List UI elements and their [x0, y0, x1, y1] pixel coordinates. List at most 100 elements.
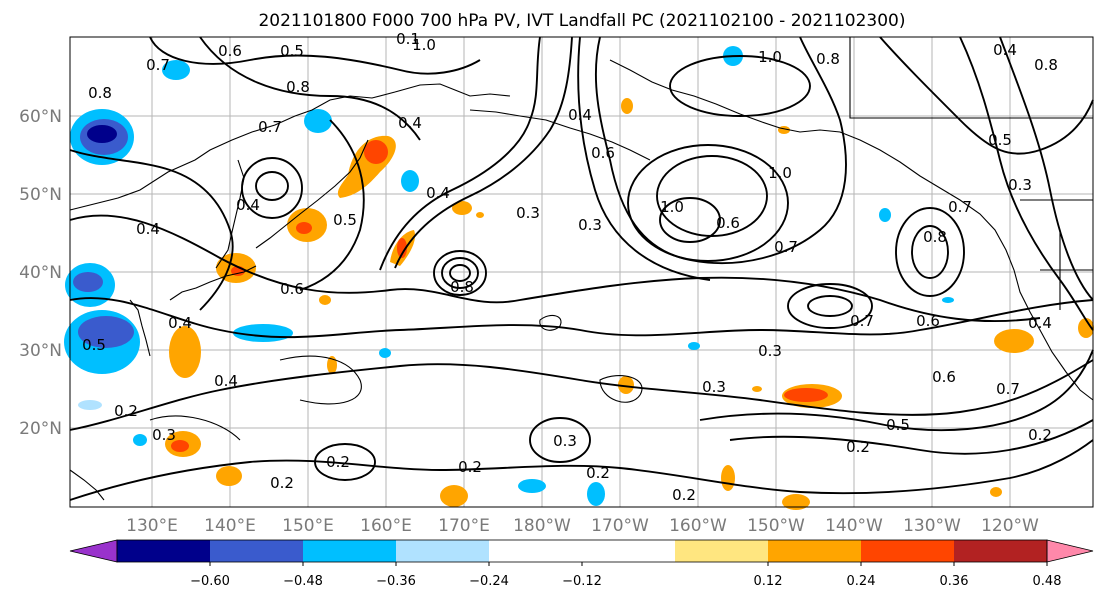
lon-tick-label: 150°E [282, 516, 334, 536]
contour-line [577, 36, 711, 281]
contour-line [669, 55, 811, 117]
shade-negative [73, 272, 103, 292]
shade-positive [784, 388, 828, 402]
contour-label: 0.2 [586, 464, 610, 482]
colorbar-segment [117, 540, 211, 562]
contour-label: 0.3 [152, 426, 176, 444]
shade-negative [518, 479, 546, 493]
contour-line [299, 119, 365, 291]
contour-line [529, 417, 591, 463]
pv-contours [69, 36, 1094, 501]
colorbar-extend-high [1046, 539, 1094, 563]
contour-line [394, 36, 573, 269]
lat-tick-label: 60°N [19, 107, 62, 127]
lon-tick-label: 120°W [981, 516, 1039, 536]
contour-line [69, 297, 1094, 339]
contour-label: 0.2 [114, 402, 138, 420]
colorbar-tick-label: 0.12 [754, 574, 783, 589]
lat-tick-label: 30°N [19, 341, 62, 361]
contour-line [149, 36, 481, 75]
contour-label: 0.5 [280, 42, 304, 60]
contour-line [911, 225, 949, 279]
contour-line [807, 295, 853, 317]
contour-line [441, 257, 479, 289]
contour-labels: 0.6 0.5 1.00.70.8 0.80.70.40.40.60.50.80.30… [82, 30, 1058, 504]
contour-label: 0.8 [88, 84, 112, 102]
contour-label: 0.3 [758, 342, 782, 360]
coastline-kamchatka [394, 83, 511, 97]
colorbar-segment [396, 540, 490, 562]
contour-line [699, 349, 1094, 432]
lon-tick-label: 170°W [591, 516, 649, 536]
contour-label: 0.5 [333, 211, 357, 229]
shade-positive [169, 326, 201, 378]
shade-negative [162, 60, 190, 80]
contour-label: 0.6 [716, 214, 740, 232]
lon-tick-label: 170°E [438, 516, 490, 536]
contour-label: 0.3 [702, 378, 726, 396]
contour-line [69, 359, 1094, 431]
shade-negative [304, 109, 332, 133]
colorbar-tick-label: 0.24 [847, 574, 876, 589]
contour-label: 0.4 [214, 372, 238, 390]
contour-line [279, 355, 362, 405]
contour-label: 0.2 [846, 438, 870, 456]
shade-negative [87, 125, 117, 143]
contour-label: 0.5 [82, 336, 106, 354]
contour-label: 0.8 [450, 278, 474, 296]
contour-label: 0.4 [426, 184, 450, 202]
contour-label: 0.1 [396, 30, 420, 48]
map-frame [69, 36, 1094, 508]
shade-positive [216, 466, 242, 486]
shade-positive [319, 295, 331, 305]
shade-positive [364, 140, 388, 164]
shade-positive [621, 98, 633, 114]
contour-label: 0.4 [993, 41, 1017, 59]
colorbar: −0.60 −0.48 −0.36 −0.24 −0.12 0.12 0.24 0.36 0.4… [69, 539, 1094, 589]
lon-tick-label: 160°W [669, 516, 727, 536]
colorbar-segment [954, 540, 1048, 562]
ivt-shading [64, 46, 1094, 510]
contour-label: 0.4 [136, 220, 160, 238]
border-alaska-canada [849, 37, 1093, 119]
colorbar-segment [303, 540, 397, 562]
contour-label: 1.0 [412, 36, 436, 54]
map-panel: 0.6 0.5 1.00.70.8 0.80.70.40.40.60.50.80.30… [64, 30, 1094, 510]
shade-positive [296, 222, 312, 234]
contour-label: 0.3 [516, 204, 540, 222]
longitude-labels: 130°E 140°E 150°E 160°E 170°E 180°W 170°W 160°W… [126, 516, 1039, 536]
contour-label: 0.4 [168, 314, 192, 332]
colorbar-tick-label: −0.60 [190, 574, 230, 589]
contour-line [659, 197, 721, 243]
contour-label: 0.7 [774, 238, 798, 256]
contour-label: 0.4 [236, 196, 260, 214]
contour-label: 0.4 [568, 106, 592, 124]
shade-positive [1078, 318, 1094, 338]
contour-label: 1.0 [768, 164, 792, 182]
contour-label: 0.5 [886, 416, 910, 434]
contour-line [379, 36, 541, 271]
contour-line [539, 314, 562, 331]
colorbar-segment [210, 540, 304, 562]
shade-negative [78, 400, 102, 410]
shade-negative [133, 434, 147, 446]
contour-label: 0.7 [850, 312, 874, 330]
colorbar-segment [489, 540, 583, 562]
lat-tick-label: 20°N [19, 419, 62, 439]
contour-label: 0.6 [932, 368, 956, 386]
coastline-asia [69, 91, 396, 211]
colorbar-segment [768, 540, 862, 562]
shade-negative [379, 348, 391, 358]
colorbar-tick-label: −0.24 [469, 574, 509, 589]
contour-line [594, 36, 847, 264]
lat-tick-label: 40°N [19, 263, 62, 283]
contour-line [433, 250, 487, 296]
contour-label: 0.3 [1008, 176, 1032, 194]
shade-positive [721, 465, 735, 491]
shade-positive [171, 440, 189, 452]
lon-tick-label: 180°W [513, 516, 571, 536]
colorbar-tick-label: 0.48 [1033, 574, 1062, 589]
contour-label: 0.2 [326, 453, 350, 471]
colorbar-tick-label: −0.12 [562, 574, 602, 589]
contour-line [787, 283, 873, 329]
